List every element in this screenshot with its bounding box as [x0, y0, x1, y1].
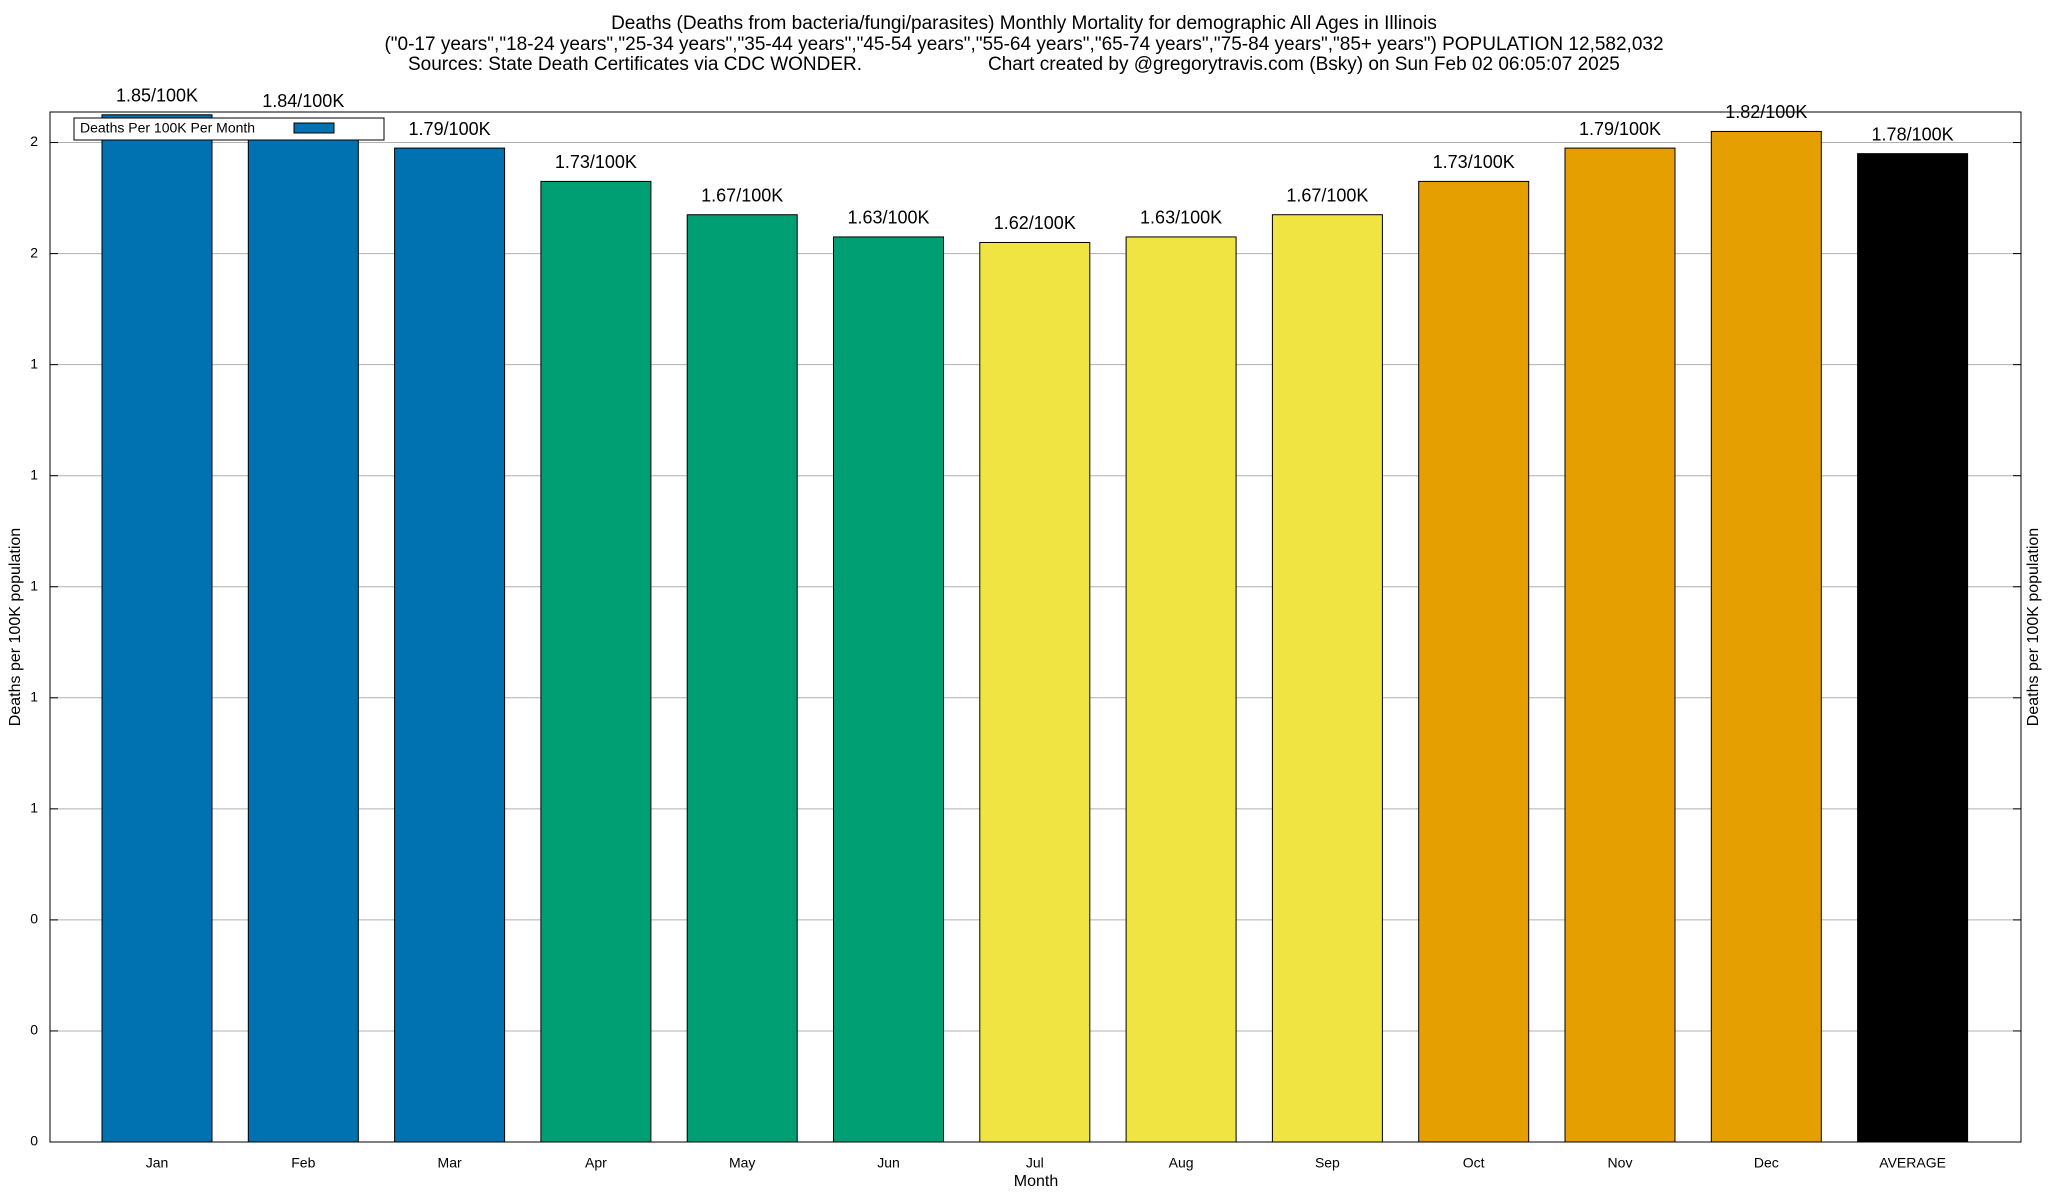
x-tick-label: Oct	[1463, 1155, 1485, 1171]
bar	[394, 147, 506, 1143]
bar	[1418, 180, 1530, 1143]
value-label: 1.73/100K	[555, 152, 637, 172]
y-tick-label: 2	[30, 244, 38, 260]
y-tick-label: 1	[30, 355, 38, 371]
legend-label: Deaths Per 100K Per Month	[80, 120, 255, 136]
x-tick-label: Jun	[877, 1155, 900, 1171]
y-axis-label: Deaths per 100K population	[7, 528, 24, 726]
y-tick-label: 1	[30, 466, 38, 482]
value-label: 1.84/100K	[262, 91, 344, 111]
y-tick-label: 0	[30, 1133, 38, 1149]
bar	[1710, 130, 1822, 1143]
y-tick-label: 1	[30, 688, 38, 704]
x-tick-label: Feb	[291, 1155, 315, 1171]
value-label: 1.67/100K	[1286, 185, 1368, 205]
x-tick-label: Jan	[146, 1155, 169, 1171]
x-axis-label: Month	[1014, 1173, 1058, 1190]
value-label: 1.62/100K	[994, 213, 1076, 233]
value-label: 1.63/100K	[1140, 208, 1222, 228]
bar	[1564, 147, 1676, 1143]
x-tick-label: Sep	[1315, 1155, 1340, 1171]
bar	[979, 241, 1091, 1143]
bar	[101, 114, 213, 1143]
y-tick-label: 1	[30, 577, 38, 593]
chart-title: Deaths (Deaths from bacteria/fungi/paras…	[611, 13, 1437, 34]
value-label: 1.63/100K	[847, 208, 929, 228]
value-label: 1.78/100K	[1872, 124, 1954, 144]
x-tick-label: AVERAGE	[1879, 1155, 1946, 1171]
x-tick-label: Apr	[585, 1155, 607, 1171]
bar	[686, 214, 798, 1143]
x-tick-label: Aug	[1169, 1155, 1194, 1171]
legend-swatch	[293, 122, 335, 134]
y2-axis-label: Deaths per 100K population	[2025, 528, 2042, 726]
x-tick-label: May	[729, 1155, 755, 1171]
source: Sources: State Death Certificates via CD…	[408, 54, 862, 75]
bar	[1271, 214, 1383, 1143]
value-label: 1.73/100K	[1433, 152, 1515, 172]
value-label: 1.79/100K	[409, 119, 491, 139]
x-tick-label: Jul	[1026, 1155, 1044, 1171]
x-tick-label: Nov	[1608, 1155, 1633, 1171]
y-tick-label: 0	[30, 911, 38, 927]
y-tick-label: 2	[30, 133, 38, 149]
bar	[540, 180, 652, 1143]
y-tick-label: 0	[30, 1022, 38, 1038]
y-tick-label: 1	[30, 800, 38, 816]
bar	[833, 236, 944, 1143]
bar	[1125, 236, 1237, 1143]
bar	[1857, 153, 1969, 1143]
chart-subtitle: ("0-17 years","18-24 years","25-34 years…	[384, 34, 1663, 55]
plot-frame	[49, 111, 2022, 1143]
value-label: 1.85/100K	[116, 86, 198, 106]
bar	[247, 119, 359, 1143]
x-tick-label: Dec	[1754, 1155, 1779, 1171]
value-label: 1.67/100K	[701, 185, 783, 205]
credit: Chart created by @gregorytravis.com (Bsk…	[988, 54, 1620, 75]
x-tick-label: Mar	[438, 1155, 462, 1171]
value-label: 1.79/100K	[1579, 119, 1661, 139]
